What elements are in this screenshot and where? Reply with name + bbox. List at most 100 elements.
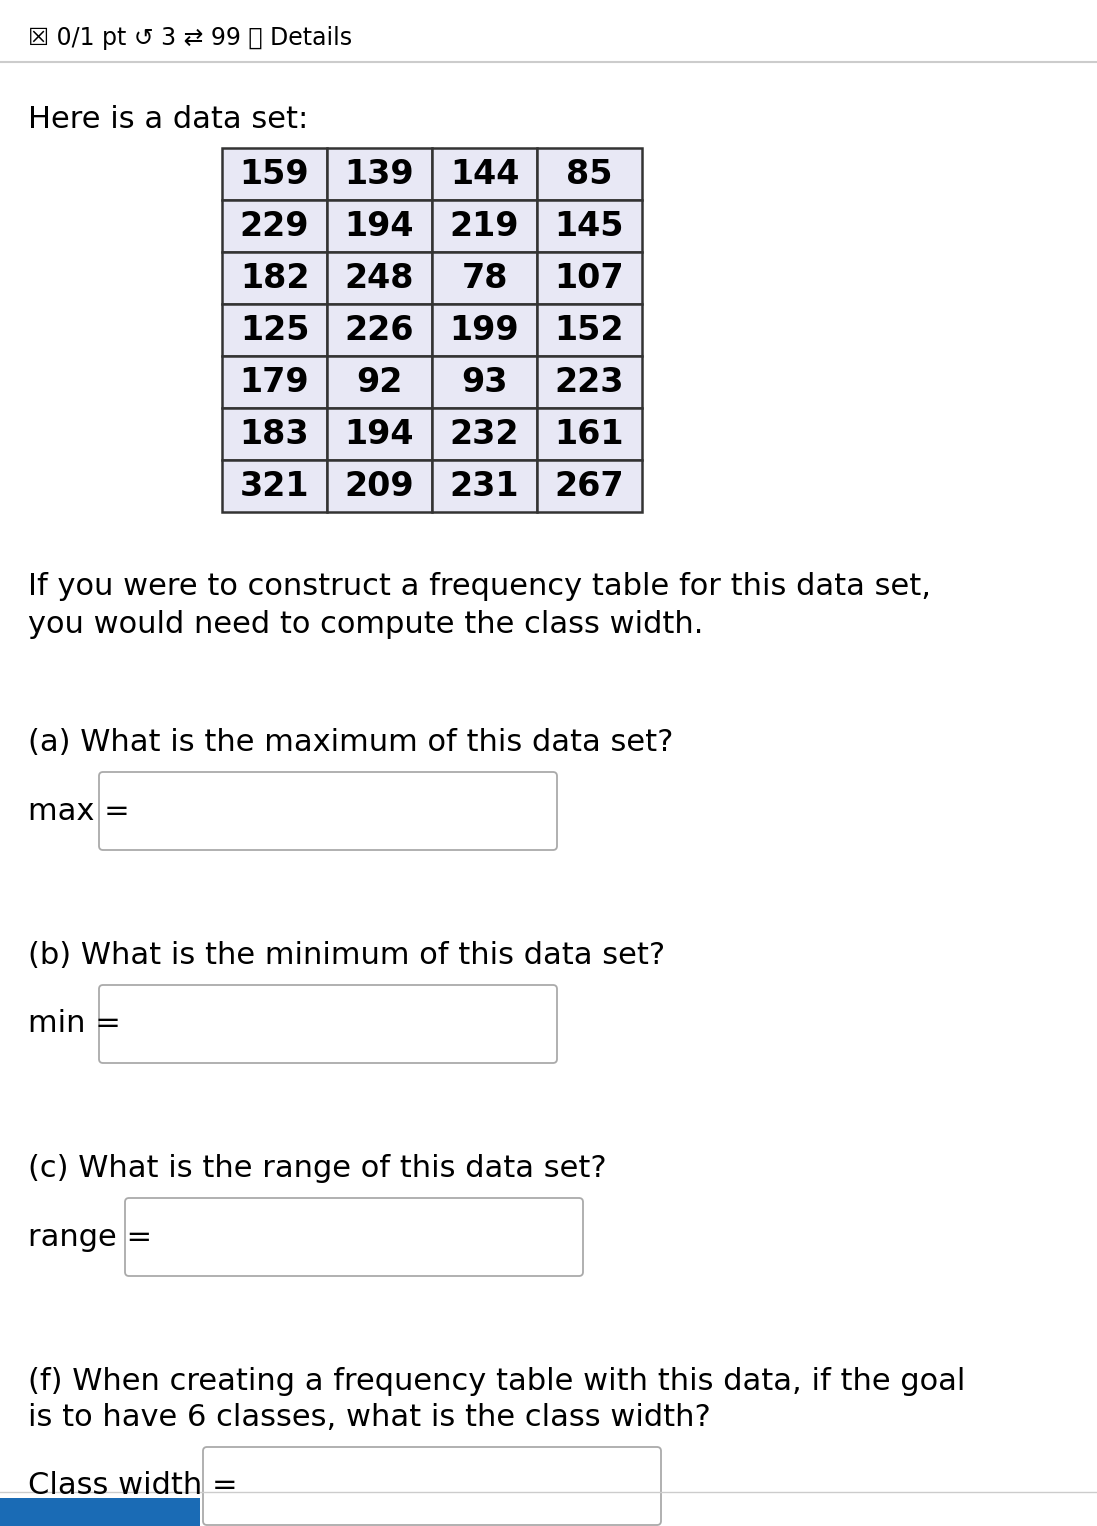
Bar bbox=[222, 252, 327, 304]
Text: 248: 248 bbox=[344, 261, 415, 295]
Bar bbox=[327, 200, 432, 252]
Bar bbox=[222, 459, 327, 513]
Bar bbox=[432, 200, 538, 252]
Text: (f) When creating a frequency table with this data, if the goal: (f) When creating a frequency table with… bbox=[29, 1367, 965, 1396]
Bar bbox=[538, 459, 642, 513]
Bar bbox=[538, 356, 642, 407]
Bar bbox=[327, 148, 432, 200]
Text: 159: 159 bbox=[239, 157, 309, 191]
Text: 152: 152 bbox=[555, 313, 624, 346]
Bar bbox=[538, 200, 642, 252]
Bar bbox=[222, 356, 327, 407]
Bar bbox=[538, 356, 642, 407]
Bar bbox=[222, 148, 327, 200]
Text: 199: 199 bbox=[450, 313, 519, 346]
Bar bbox=[432, 356, 538, 407]
Bar bbox=[222, 304, 327, 356]
Bar bbox=[432, 252, 538, 304]
Bar bbox=[327, 252, 432, 304]
Text: 179: 179 bbox=[239, 366, 309, 398]
FancyBboxPatch shape bbox=[125, 1198, 583, 1276]
Text: 182: 182 bbox=[240, 261, 309, 295]
Bar bbox=[222, 200, 327, 252]
Bar bbox=[222, 304, 327, 356]
Text: 92: 92 bbox=[357, 366, 403, 398]
Bar bbox=[222, 459, 327, 513]
Bar bbox=[538, 304, 642, 356]
Bar bbox=[222, 148, 327, 200]
Bar bbox=[432, 407, 538, 459]
Text: 226: 226 bbox=[344, 313, 415, 346]
Bar bbox=[538, 148, 642, 200]
Text: 232: 232 bbox=[450, 418, 519, 450]
Bar bbox=[327, 252, 432, 304]
Text: 223: 223 bbox=[555, 366, 624, 398]
Bar bbox=[538, 148, 642, 200]
Text: 267: 267 bbox=[555, 470, 624, 502]
Text: 183: 183 bbox=[239, 418, 309, 450]
Bar bbox=[327, 356, 432, 407]
Bar bbox=[327, 459, 432, 513]
Bar bbox=[432, 304, 538, 356]
Bar bbox=[432, 459, 538, 513]
Text: (b) What is the minimum of this data set?: (b) What is the minimum of this data set… bbox=[29, 942, 665, 971]
Text: Here is a data set:: Here is a data set: bbox=[29, 105, 308, 134]
Bar bbox=[538, 407, 642, 459]
Bar bbox=[432, 459, 538, 513]
Text: min =: min = bbox=[29, 1010, 121, 1039]
FancyBboxPatch shape bbox=[203, 1447, 661, 1524]
Bar bbox=[432, 304, 538, 356]
Bar bbox=[538, 252, 642, 304]
Text: 209: 209 bbox=[344, 470, 415, 502]
Bar bbox=[432, 200, 538, 252]
Text: 194: 194 bbox=[344, 209, 415, 243]
Bar bbox=[538, 459, 642, 513]
Text: (a) What is the maximum of this data set?: (a) What is the maximum of this data set… bbox=[29, 728, 674, 757]
Text: range =: range = bbox=[29, 1222, 152, 1251]
Bar bbox=[327, 356, 432, 407]
Text: you would need to compute the class width.: you would need to compute the class widt… bbox=[29, 610, 703, 639]
Bar bbox=[327, 407, 432, 459]
Bar bbox=[432, 252, 538, 304]
Text: 85: 85 bbox=[566, 157, 613, 191]
Text: 321: 321 bbox=[240, 470, 309, 502]
Bar bbox=[327, 200, 432, 252]
Bar bbox=[538, 407, 642, 459]
Text: is to have 6 classes, what is the class width?: is to have 6 classes, what is the class … bbox=[29, 1402, 711, 1431]
Text: 125: 125 bbox=[240, 313, 309, 346]
Bar bbox=[222, 407, 327, 459]
Bar bbox=[432, 407, 538, 459]
Text: max =: max = bbox=[29, 797, 129, 826]
Bar bbox=[327, 459, 432, 513]
Bar bbox=[222, 200, 327, 252]
Bar bbox=[222, 356, 327, 407]
Text: Class width =: Class width = bbox=[29, 1471, 238, 1500]
Bar bbox=[538, 304, 642, 356]
Bar bbox=[432, 148, 538, 200]
Text: 161: 161 bbox=[555, 418, 624, 450]
Text: 139: 139 bbox=[344, 157, 415, 191]
Bar bbox=[327, 304, 432, 356]
Bar bbox=[538, 252, 642, 304]
Text: 145: 145 bbox=[555, 209, 624, 243]
Text: ☒ 0/1 pt ↺ 3 ⇄ 99 ⓘ Details: ☒ 0/1 pt ↺ 3 ⇄ 99 ⓘ Details bbox=[29, 26, 352, 50]
Bar bbox=[327, 304, 432, 356]
Bar bbox=[222, 407, 327, 459]
Bar bbox=[0, 1499, 200, 1526]
Text: (c) What is the range of this data set?: (c) What is the range of this data set? bbox=[29, 1154, 607, 1183]
FancyBboxPatch shape bbox=[99, 772, 557, 850]
Text: 144: 144 bbox=[450, 157, 519, 191]
Bar bbox=[327, 148, 432, 200]
Bar bbox=[222, 252, 327, 304]
Text: 194: 194 bbox=[344, 418, 415, 450]
Bar bbox=[538, 200, 642, 252]
Text: 231: 231 bbox=[450, 470, 519, 502]
Text: 107: 107 bbox=[555, 261, 624, 295]
Text: 219: 219 bbox=[450, 209, 519, 243]
Bar bbox=[327, 407, 432, 459]
Text: 93: 93 bbox=[461, 366, 508, 398]
Text: If you were to construct a frequency table for this data set,: If you were to construct a frequency tab… bbox=[29, 572, 931, 601]
Bar bbox=[432, 356, 538, 407]
Bar bbox=[432, 148, 538, 200]
Text: 229: 229 bbox=[240, 209, 309, 243]
